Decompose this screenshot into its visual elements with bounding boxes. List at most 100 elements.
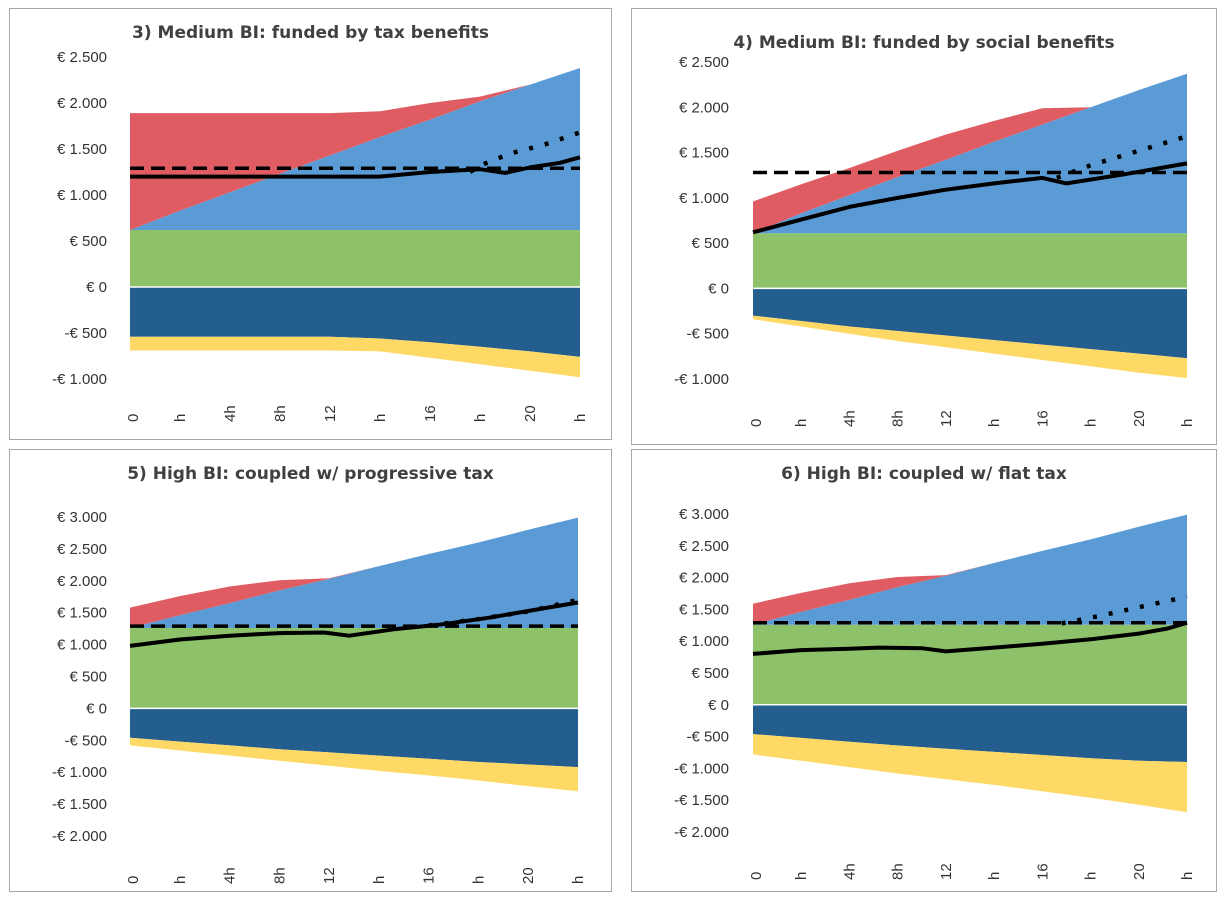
chart-plot-6: € 3.000 € 2.500 € 2.000 € 1.500 € 1.000 € 500… bbox=[674, 506, 1196, 880]
area-light_blue bbox=[753, 514, 1187, 625]
y-tick-label: € 2.000 bbox=[679, 570, 729, 587]
chart-title-6: 6) High BI: coupled w/ flat tax bbox=[781, 464, 1067, 484]
x-tick-label: h bbox=[1083, 419, 1100, 427]
y-tick-label: € 0 bbox=[708, 697, 729, 714]
y-tick-label: € 2.500 bbox=[679, 54, 729, 71]
x-tick-label: 4h bbox=[841, 410, 858, 427]
x-tick-label: 20 bbox=[1131, 410, 1148, 427]
area-green bbox=[753, 233, 1187, 289]
area-red bbox=[130, 68, 580, 230]
y-tick-label: € 3.000 bbox=[679, 506, 729, 523]
x-tick-label: h bbox=[470, 876, 487, 884]
area-dark_blue bbox=[753, 704, 1187, 762]
y-tick-label: € 1.500 bbox=[57, 605, 107, 622]
x-tick-label: 12 bbox=[321, 867, 338, 884]
y-tick-label: -€ 1.000 bbox=[52, 764, 107, 781]
x-tick-label: 16 bbox=[1034, 410, 1051, 427]
x-tick-label: 16 bbox=[421, 867, 438, 884]
line-solid bbox=[129, 600, 579, 648]
x-tick-label: h bbox=[172, 414, 189, 422]
x-tick-label: h bbox=[572, 414, 589, 422]
x-tick-label: 16 bbox=[422, 405, 439, 422]
y-tick-label: -€ 500 bbox=[64, 325, 107, 342]
x-tick-label: h bbox=[986, 872, 1003, 880]
area-green bbox=[130, 628, 578, 709]
chart-panel-3: 3) Medium BI: funded by tax benefits € 2… bbox=[9, 8, 612, 440]
y-tick-label: € 0 bbox=[86, 700, 107, 717]
y-tick-label: € 1.500 bbox=[57, 141, 107, 158]
chart-title-4: 4) Medium BI: funded by social benefits bbox=[733, 33, 1115, 53]
y-tick-label: € 500 bbox=[691, 235, 729, 252]
x-tick-label: h bbox=[372, 414, 389, 422]
y-tick-label: -€ 1.000 bbox=[52, 371, 107, 388]
chart-title-3: 3) Medium BI: funded by tax benefits bbox=[132, 23, 489, 43]
y-tick-label: € 0 bbox=[86, 279, 107, 296]
chart-plot-3: € 2.500 € 2.000 € 1.500 € 1.000 € 500 € 0 -€ 5… bbox=[52, 49, 589, 422]
area-dark_blue bbox=[130, 708, 578, 768]
chart-plot-5: € 3.000 € 2.500 € 2.000 € 1.500 € 1.000 € 500… bbox=[52, 509, 587, 884]
y-tick-label: € 2.000 bbox=[679, 99, 729, 116]
x-tick-label: 0 bbox=[125, 876, 142, 884]
x-tick-label: 4h bbox=[222, 405, 239, 422]
y-tick-label: € 1.500 bbox=[679, 145, 729, 162]
y-tick-label: -€ 1.500 bbox=[674, 792, 729, 809]
area-yellow bbox=[753, 734, 1187, 813]
x-tick-label: 0 bbox=[748, 872, 765, 880]
x-tick-label: 8h bbox=[271, 867, 288, 884]
line-dotted bbox=[1061, 594, 1188, 626]
x-tick-label: 0 bbox=[748, 419, 765, 427]
y-tick-label: € 1.500 bbox=[679, 601, 729, 618]
line-solid bbox=[752, 161, 1188, 235]
x-tick-label: h bbox=[793, 872, 810, 880]
x-tick-label: h bbox=[172, 876, 189, 884]
area-yellow bbox=[130, 737, 578, 792]
y-tick-label: € 1.000 bbox=[57, 637, 107, 654]
y-tick-label: -€ 500 bbox=[686, 326, 729, 343]
x-tick-label: 12 bbox=[938, 410, 955, 427]
x-tick-label: h bbox=[570, 876, 587, 884]
y-tick-label: € 0 bbox=[708, 280, 729, 297]
x-tick-label: 0 bbox=[125, 414, 142, 422]
area-dark_blue bbox=[130, 287, 580, 357]
y-tick-label: -€ 500 bbox=[686, 729, 729, 746]
area-light_blue bbox=[130, 517, 578, 628]
x-tick-label: h bbox=[1179, 419, 1196, 427]
y-tick-label: -€ 1.500 bbox=[52, 796, 107, 813]
y-tick-label: € 500 bbox=[691, 665, 729, 682]
x-tick-label: h bbox=[986, 419, 1003, 427]
x-tick-label: 12 bbox=[322, 405, 339, 422]
y-tick-label: € 500 bbox=[69, 233, 107, 250]
y-tick-label: -€ 500 bbox=[64, 732, 107, 749]
x-tick-label: 20 bbox=[522, 405, 539, 422]
x-tick-label: h bbox=[793, 419, 810, 427]
y-tick-label: € 2.500 bbox=[679, 538, 729, 555]
chart-title-5: 5) High BI: coupled w/ progressive tax bbox=[127, 464, 494, 484]
y-tick-label: -€ 2.000 bbox=[52, 828, 107, 845]
chart-panel-4: 4) Medium BI: funded by social benefits … bbox=[631, 8, 1217, 445]
x-tick-label: 20 bbox=[520, 867, 537, 884]
y-tick-label: € 2.500 bbox=[57, 541, 107, 558]
x-tick-label: h bbox=[1083, 872, 1100, 880]
chart-panel-5: 5) High BI: coupled w/ progressive tax €… bbox=[9, 449, 612, 892]
area-yellow bbox=[753, 315, 1187, 379]
x-tick-label: 16 bbox=[1034, 863, 1051, 880]
area-yellow bbox=[130, 336, 580, 378]
y-tick-label: € 2.000 bbox=[57, 95, 107, 112]
x-tick-label: 4h bbox=[222, 867, 239, 884]
x-tick-label: 8h bbox=[272, 405, 289, 422]
chart-panel-6: 6) High BI: coupled w/ flat tax € 3.000 €… bbox=[631, 449, 1217, 892]
line-dotted bbox=[1056, 134, 1188, 181]
area-dark_blue bbox=[753, 288, 1187, 359]
x-tick-label: h bbox=[472, 414, 489, 422]
y-tick-label: € 1.000 bbox=[57, 187, 107, 204]
y-tick-label: € 500 bbox=[69, 669, 107, 686]
area-green bbox=[130, 230, 580, 287]
x-tick-label: 8h bbox=[890, 863, 907, 880]
area-light_blue bbox=[130, 68, 580, 230]
x-tick-label: 12 bbox=[938, 863, 955, 880]
line-solid bbox=[752, 620, 1188, 656]
x-tick-label: h bbox=[1179, 872, 1196, 880]
area-light_blue bbox=[753, 73, 1187, 234]
x-tick-label: 4h bbox=[841, 863, 858, 880]
x-tick-label: 8h bbox=[890, 410, 907, 427]
